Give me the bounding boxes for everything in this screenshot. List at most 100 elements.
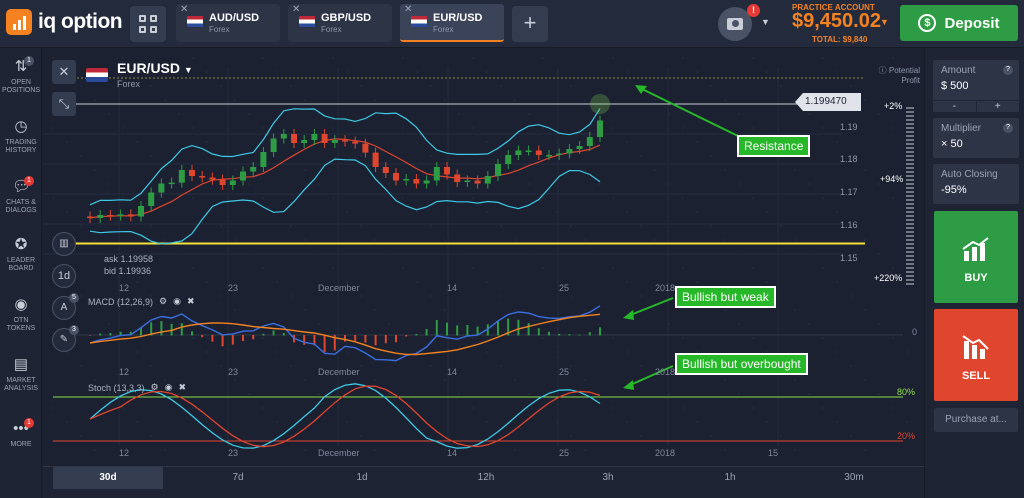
eye-icon[interactable]: ◉ <box>173 296 181 306</box>
amount-field[interactable]: Amount ? $ 500 - + <box>933 60 1019 112</box>
help-icon[interactable]: ? <box>1003 65 1013 75</box>
drawing-tools-button[interactable]: ✎ 3 <box>52 325 79 352</box>
sidebar-item-open-positions[interactable]: ⇅ 1 OPEN POSITIONS <box>0 56 42 95</box>
map-dot <box>766 351 768 353</box>
eye-icon[interactable]: ◉ <box>164 382 173 392</box>
map-dot <box>290 295 292 297</box>
tab-gbp-usd[interactable]: ✕ GBP/USD Forex <box>288 4 392 42</box>
map-dot <box>94 169 96 171</box>
map-dot <box>276 421 278 423</box>
camera-button[interactable] <box>718 7 752 41</box>
close-icon[interactable]: ✕ <box>180 4 189 15</box>
map-dot <box>136 351 138 353</box>
chart-type-button[interactable]: ▥ <box>52 232 76 256</box>
map-dot <box>836 71 838 73</box>
map-dot <box>682 197 684 199</box>
map-dot <box>668 393 670 395</box>
macd-histogram-bar <box>374 335 377 346</box>
x-tick: 15 <box>768 448 779 458</box>
gear-icon[interactable]: ⚙ <box>159 296 168 306</box>
tf-7d[interactable]: 7d <box>232 472 244 483</box>
map-dot <box>290 365 292 367</box>
chart-canvas <box>43 57 914 451</box>
close-icon[interactable]: ✕ <box>404 4 413 15</box>
deposit-button[interactable]: $ Deposit <box>900 5 1018 41</box>
macd-histogram-bar <box>323 335 326 352</box>
map-dot <box>584 169 586 171</box>
tf-3h[interactable]: 3h <box>602 472 614 483</box>
tab-aud-usd[interactable]: ✕ AUD/USD Forex <box>176 4 280 42</box>
close-icon[interactable]: ✕ <box>292 4 301 15</box>
map-dot <box>640 155 642 157</box>
candle <box>576 146 583 149</box>
sidebar-item-otn-tokens[interactable]: ◉ OTN TOKENS <box>0 296 42 333</box>
map-dot <box>66 211 68 213</box>
map-dot <box>178 323 180 325</box>
info-icon: ⓘ <box>878 66 889 75</box>
map-dot <box>850 365 852 367</box>
map-dot <box>402 337 404 339</box>
close-icon[interactable]: ✖ <box>178 382 187 392</box>
buy-button[interactable]: BUY <box>934 211 1018 303</box>
purchase-at-button[interactable]: Purchase at... <box>934 408 1018 432</box>
map-dot <box>486 421 488 423</box>
chevron-down-icon[interactable]: ▼ <box>880 17 889 27</box>
sidebar-item-more[interactable]: ••• 1 MORE <box>0 418 42 449</box>
amount-value[interactable]: $ 500 <box>941 80 969 92</box>
auto-closing-value[interactable]: -95% <box>941 184 967 196</box>
map-dot <box>696 211 698 213</box>
timeframe-button[interactable]: 1d <box>52 264 76 288</box>
map-dot <box>738 393 740 395</box>
candle <box>178 170 185 183</box>
map-dot <box>556 421 558 423</box>
chart-area[interactable] <box>43 48 924 466</box>
sidebar-item-trading-history[interactable]: ◷ TRADING HISTORY <box>0 118 42 155</box>
map-dot <box>668 183 670 185</box>
map-dot <box>542 57 544 59</box>
tf-1h[interactable]: 1h <box>724 472 736 483</box>
map-dot <box>360 295 362 297</box>
close-icon[interactable]: ✖ <box>186 296 195 306</box>
sell-button[interactable]: SELL <box>934 309 1018 401</box>
sidebar-item-chats[interactable]: 💬︎ 1 CHATS & DIALOGS <box>0 176 42 215</box>
amount-minus-button[interactable]: - <box>952 101 956 112</box>
map-dot <box>892 267 894 269</box>
price-tick: 1.18 <box>840 154 858 164</box>
multiplier-field[interactable]: Multiplier ? × 50 <box>933 118 1019 158</box>
collapse-icon[interactable]: ⤡ <box>52 92 76 116</box>
close-chart-icon[interactable]: ✕ <box>52 60 76 84</box>
chevron-down-icon[interactable]: ▼ <box>761 17 770 27</box>
help-icon[interactable]: ? <box>1003 123 1013 133</box>
tf-12h[interactable]: 12h <box>477 472 495 483</box>
history-clock-icon: ◷ <box>14 118 28 135</box>
tab-name: EUR/USD <box>433 12 483 24</box>
sidebar-item-leader-board[interactable]: ✪ LEADER BOARD <box>0 236 42 273</box>
tab-eur-usd[interactable]: ✕ EUR/USD Forex <box>400 4 504 42</box>
map-dot <box>276 351 278 353</box>
tf-30m[interactable]: 30m <box>844 472 864 483</box>
account-type-label[interactable]: PRACTICE ACCOUNT <box>792 3 875 12</box>
map-dot <box>472 57 474 59</box>
multiplier-value[interactable]: × 50 <box>941 138 963 150</box>
logo[interactable]: iq option <box>6 9 123 35</box>
map-dot <box>164 99 166 101</box>
tf-30d[interactable]: 30d <box>53 467 163 489</box>
map-dot <box>668 323 670 325</box>
amount-plus-button[interactable]: + <box>975 101 1020 112</box>
bid-price: bid 1.19936 <box>104 266 152 276</box>
add-tab-button[interactable]: + <box>512 6 548 42</box>
tf-1d[interactable]: 1d <box>356 472 368 483</box>
logo-text: iq option <box>38 10 123 33</box>
account-balance[interactable]: $9,450.02 <box>792 10 881 32</box>
map-dot <box>752 127 754 129</box>
candle <box>107 215 114 217</box>
gear-icon[interactable]: ⚙ <box>150 382 159 392</box>
sidebar-item-market-analysis[interactable]: ▤ MARKET ANALYSIS <box>0 356 42 393</box>
asset-selector[interactable]: EUR/USD ▼ <box>117 60 193 76</box>
grid-menu-button[interactable] <box>130 6 166 42</box>
map-dot <box>738 113 740 115</box>
map-dot <box>738 323 740 325</box>
potential-profit-label: ⓘ Potential Profit <box>866 66 920 86</box>
auto-closing-field[interactable]: Auto Closing -95% <box>933 164 1019 204</box>
